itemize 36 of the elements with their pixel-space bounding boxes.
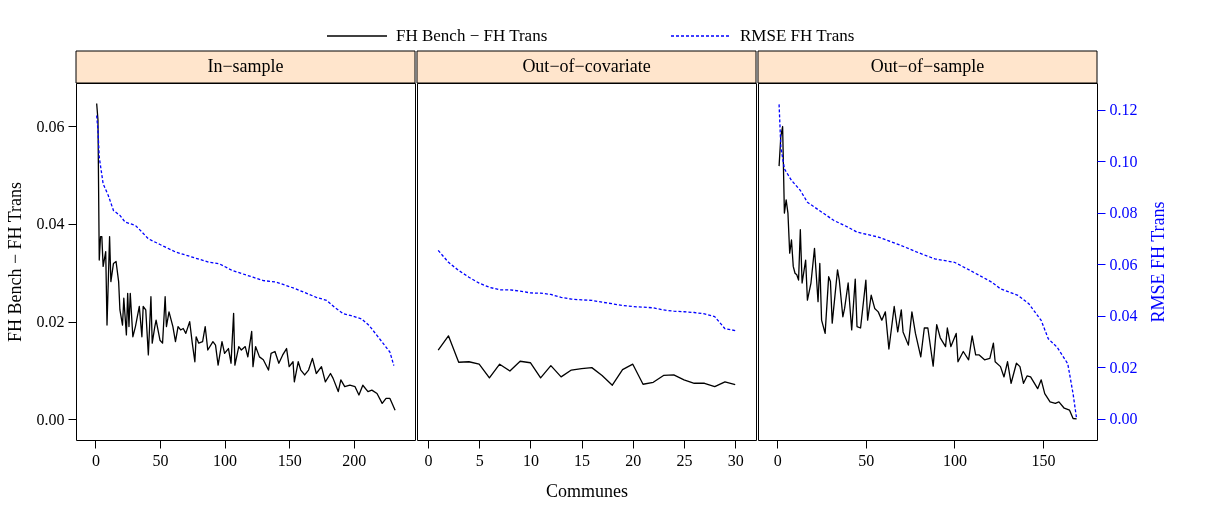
x-tick-label: 10 xyxy=(522,451,539,469)
x-tick-label: 25 xyxy=(676,451,693,469)
chart-title: Out−of−sample xyxy=(870,56,985,76)
x-tick-label: 50 xyxy=(152,451,169,469)
y2-tick-label: 0.02 xyxy=(1109,358,1138,376)
x-tick-label: 100 xyxy=(942,451,967,469)
x-tick-label: 30 xyxy=(727,451,744,469)
x-tick-label: 50 xyxy=(858,451,875,469)
y2-tick-label: 0.10 xyxy=(1109,152,1138,170)
y-tick-label: 0.04 xyxy=(36,215,65,233)
y2-tick-label: 0.12 xyxy=(1109,101,1138,119)
legend-label: FH Bench − FH Trans xyxy=(396,26,548,45)
x-tick-label: 0 xyxy=(424,451,433,469)
y-tick-label: 0.06 xyxy=(36,117,65,135)
y2-axis-title: RMSE FH Trans xyxy=(1147,201,1168,323)
y2-tick-label: 0.04 xyxy=(1109,307,1138,325)
x-axis-title: Communes xyxy=(545,480,629,501)
x-tick-label: 100 xyxy=(213,451,238,469)
y2-tick-label: 0.06 xyxy=(1109,255,1138,273)
x-tick-label: 150 xyxy=(277,451,302,469)
y-axis-title: FH Bench − FH Trans xyxy=(4,181,25,343)
x-tick-label: 20 xyxy=(625,451,642,469)
legend-label: RMSE FH Trans xyxy=(740,26,855,45)
x-tick-label: 0 xyxy=(773,451,782,469)
y-tick-label: 0.00 xyxy=(36,410,65,428)
x-tick-label: 200 xyxy=(342,451,367,469)
chart-title: In−sample xyxy=(207,56,284,76)
chart-title: Out−of−covariate xyxy=(522,56,651,76)
y-tick-label: 0.02 xyxy=(36,313,65,331)
x-tick-label: 15 xyxy=(574,451,591,469)
x-tick-label: 150 xyxy=(1031,451,1056,469)
y2-tick-label: 0.00 xyxy=(1109,410,1138,428)
x-tick-label: 5 xyxy=(475,451,484,469)
line-series xyxy=(96,102,396,411)
y2-tick-label: 0.08 xyxy=(1109,204,1138,222)
x-tick-label: 0 xyxy=(91,451,100,469)
